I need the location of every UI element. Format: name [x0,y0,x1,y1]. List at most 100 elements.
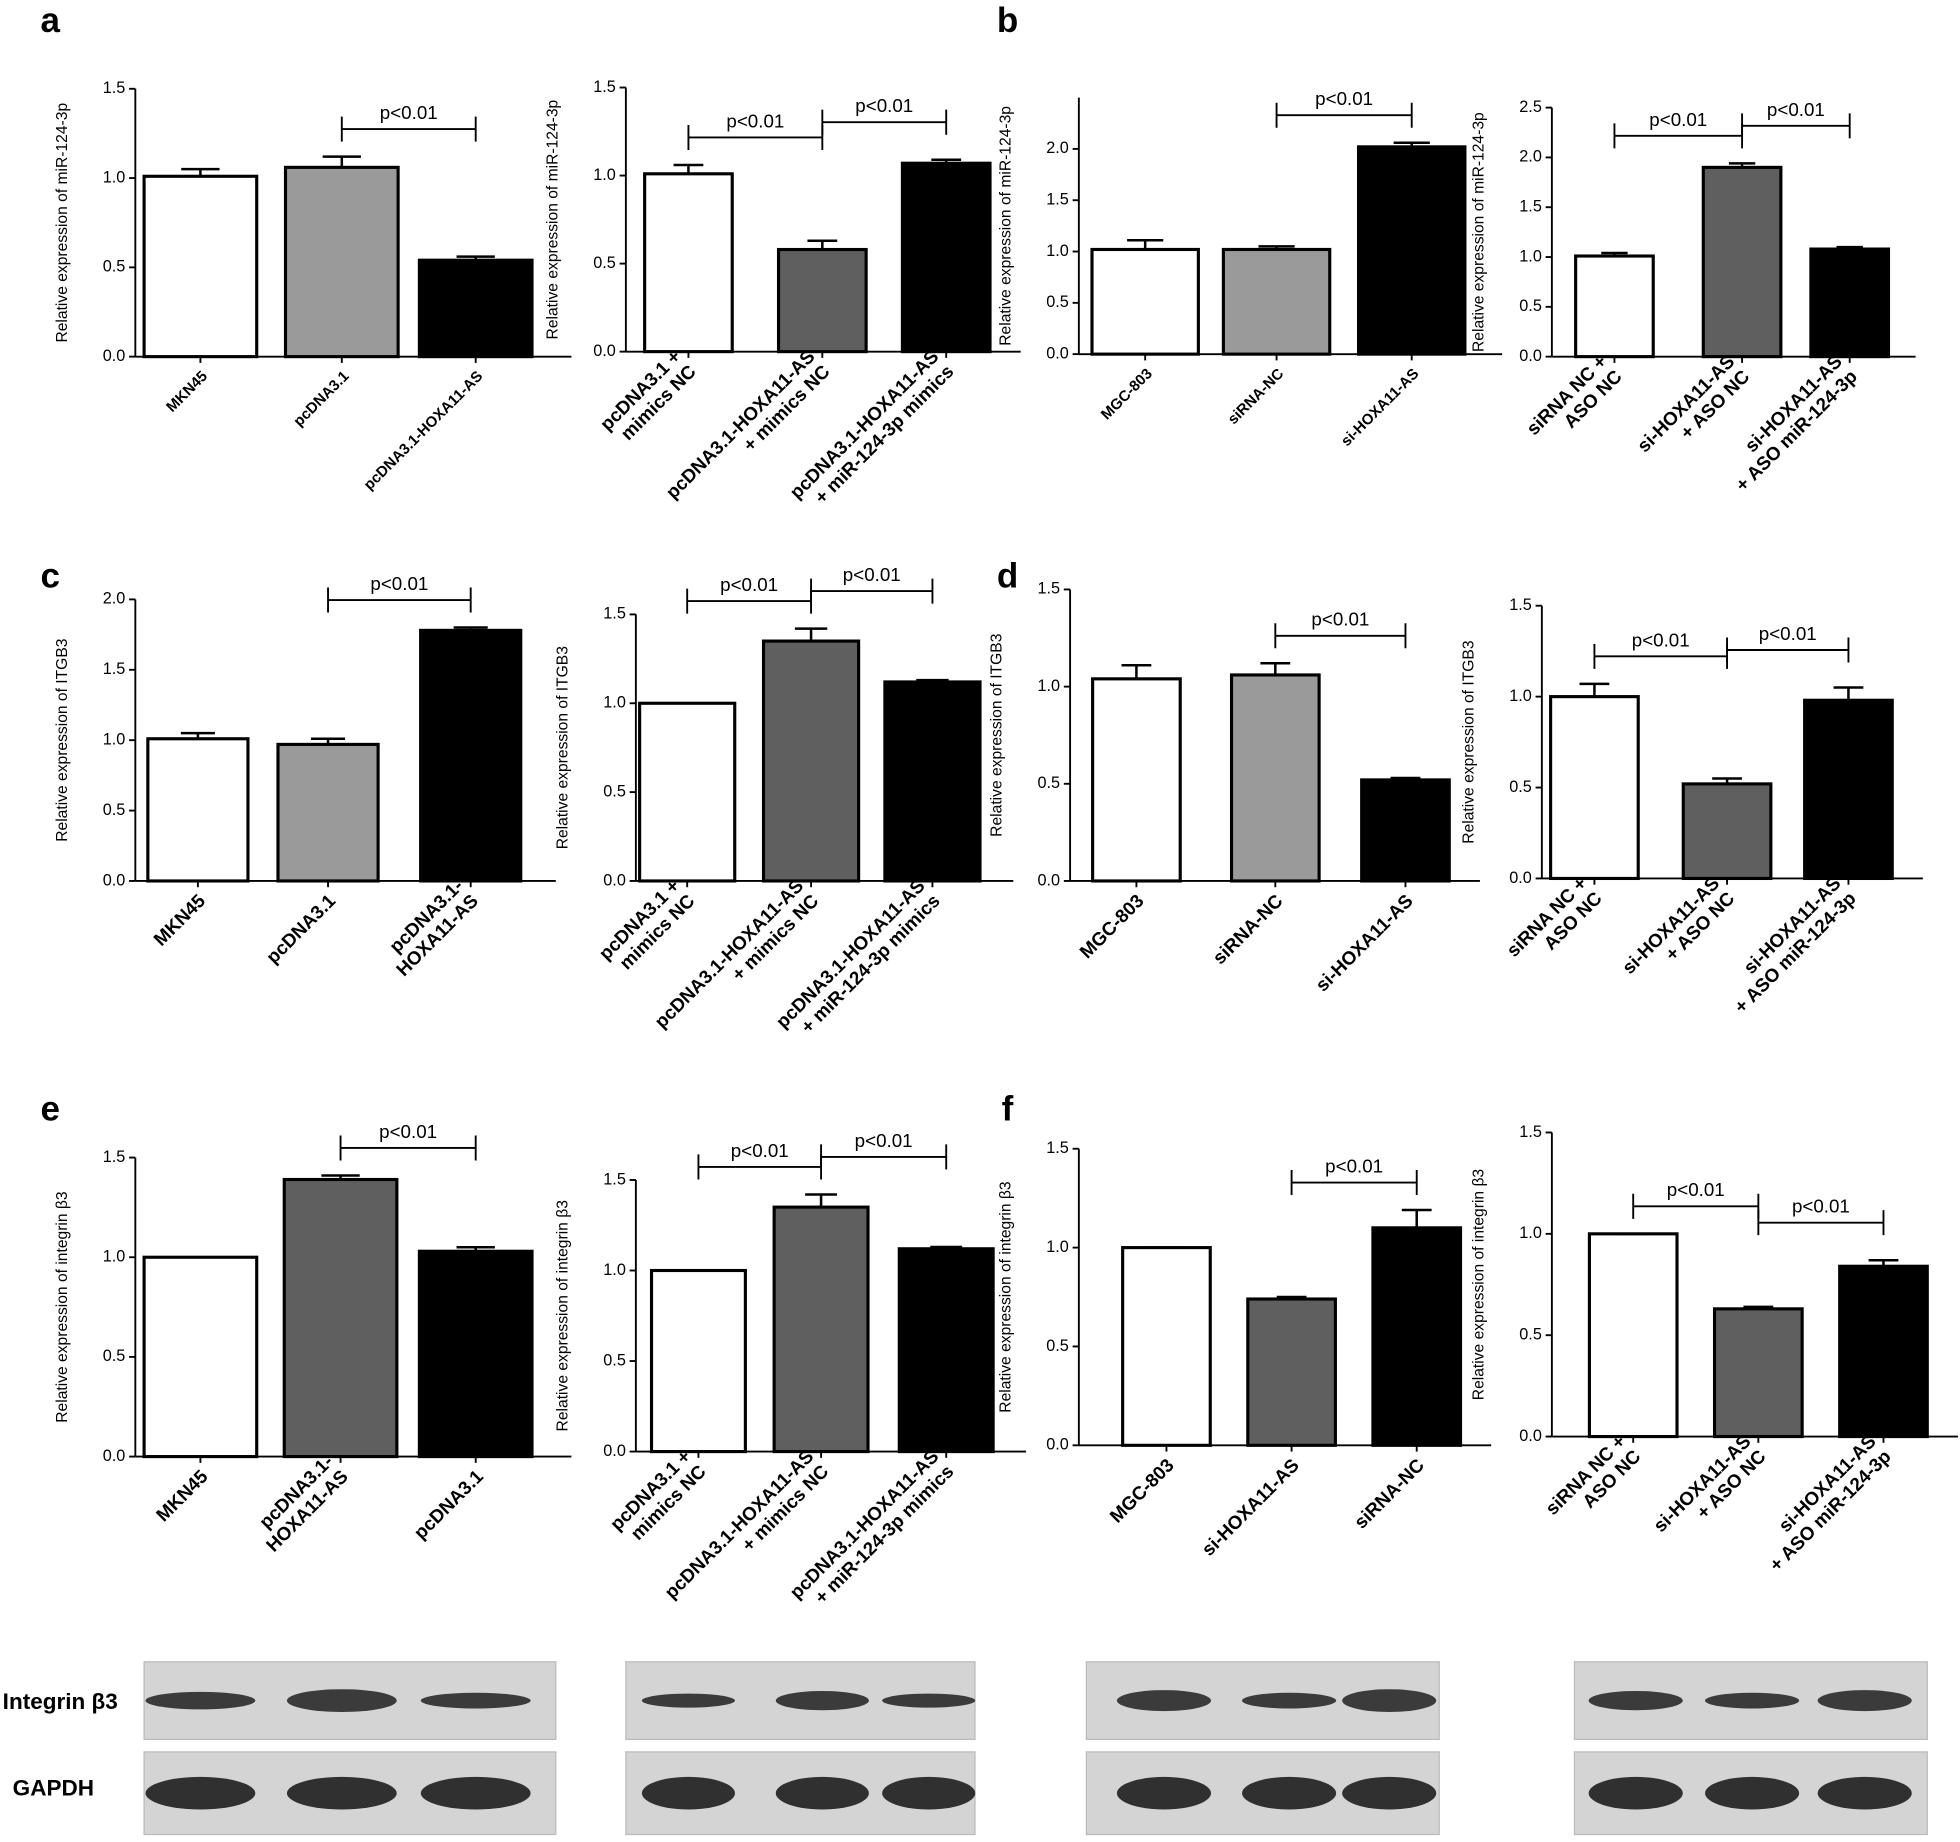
blot-band [286,1689,397,1712]
y-tick-label: 1.5 [1519,198,1542,216]
significance-label: p<0.01 [380,102,438,123]
x-tick-label: siRNA-NC [1350,1454,1429,1533]
significance-bracket [1741,113,1851,139]
x-tick-label-line: + miR-124-3p mimics [810,361,957,508]
bar-chart: 0.0 0.5 1.0 1.5 2.0 2.5 Relative expression of… [1470,98,1916,495]
x-tick-label-line: MKN45 [163,368,211,416]
significance-bracket [1757,1210,1885,1236]
bar-chart: 0.0 0.5 1.0 1.5 Relative expression of integ… [54,1121,572,1556]
bar [900,161,992,354]
significance-label: p<0.01 [1792,1196,1850,1217]
error-bar [930,1245,963,1249]
x-tick-label-line: pcDNA3.1 [262,890,340,968]
significance-bracket [1726,637,1850,663]
error-bar [1601,251,1628,257]
y-tick-label: 1.5 [603,605,626,623]
blot-band [641,1693,735,1708]
y-tick-label: 1.0 [603,694,626,712]
blot-band [420,1776,531,1810]
x-tick-label: pcDNA3.1-HOXA11-AS [255,1451,352,1556]
blot-band [1342,1776,1437,1810]
y-tick-label: 1.5 [103,79,126,97]
blot-band [775,1776,869,1810]
significance-label: p<0.01 [1325,1155,1383,1176]
bar-chart: 0.0 0.5 1.0 1.5 Relative expression of ITGB3… [1460,596,1923,1017]
y-tick-label: 1.0 [103,1248,126,1266]
y-tick-label: 0.5 [603,782,626,800]
blot-band [1242,1776,1337,1810]
y-tick-label: 0.0 [1509,869,1532,887]
y-tick-label: 1.0 [603,1261,626,1279]
blot-band [1588,1690,1683,1711]
error-bar [1743,1305,1774,1309]
significance-label: p<0.01 [379,1121,437,1142]
error-bar [321,1174,360,1180]
x-tick-label: MGC-803 [1075,890,1147,962]
y-axis-title: Relative expression of miR-124-3p [997,106,1014,346]
bar [1356,145,1467,356]
y-tick-label: 0.5 [603,1351,626,1369]
x-tick-label-line: siRNA-NC [1350,1454,1429,1533]
bar [142,174,259,359]
error-bar [1401,1208,1432,1228]
x-tick-label-line: MKN45 [149,890,209,950]
y-tick-label: 1.5 [1037,580,1060,598]
bar-chart: 0.0 0.5 1.0 1.5 Relative expression of integ… [997,1139,1492,1560]
y-tick-label: 0.0 [603,1442,626,1460]
blot-band [775,1690,869,1711]
error-bar [805,1193,838,1208]
bar-chart: 0.0 0.5 1.0 1.5 2.0 Relative expression of IT… [54,573,556,980]
bar [776,247,868,354]
y-tick-label: 1.0 [1037,677,1060,695]
bar [897,1247,995,1454]
y-tick-label: 1.0 [1046,1238,1069,1256]
y-axis-title: Relative expression of miR-124-3p [544,99,561,339]
y-axis-title: Relative expression of integrin β3 [997,1181,1014,1412]
panel-letter: a [40,1,60,40]
blot-band [1817,1776,1912,1810]
significance-bracket [1274,623,1407,649]
error-bar [1833,686,1864,701]
significance-label: p<0.01 [1759,623,1817,644]
y-tick-label: 1.5 [1046,191,1069,209]
bar [1712,1307,1804,1439]
error-bar [453,626,488,631]
y-tick-label: 2.0 [103,590,126,608]
x-tick-label-line: MGC-803 [1075,890,1147,962]
significance-bracket [340,116,477,142]
bar [1574,254,1655,359]
y-tick-label: 0.5 [103,1347,126,1365]
bar [883,680,982,883]
significance-bracket [327,587,472,613]
y-tick-label: 1.5 [1509,596,1532,614]
bar [282,1177,399,1459]
y-tick-label: 1.5 [1046,1139,1069,1157]
x-tick-label: siRNA-NC [1208,890,1287,969]
error-bar [794,627,828,642]
bar-chart: 0.0 0.5 1.0 1.5 Relative expression of integ… [1470,1123,1958,1576]
x-tick-label: si-HOXA11-AS+ ASO miR-124-3p [1765,1431,1895,1576]
error-bar [1728,162,1756,168]
blot-band [1705,1776,1800,1810]
panel-letter: c [40,556,59,595]
x-tick-label: siRNA NC +ASO NC [1541,1430,1645,1518]
bar [1121,1246,1212,1447]
bar [1838,1264,1929,1439]
blot-band [882,1693,976,1708]
x-tick-label: MKN45 [152,1466,212,1526]
y-axis-title: Relative expression of miR-124-3p [1470,112,1487,352]
bar [1701,165,1783,359]
bar [1371,1226,1463,1447]
y-tick-label: 0.0 [1037,871,1060,889]
bar [772,1205,870,1454]
y-tick-label: 1.5 [593,78,616,96]
bar-chart: 0.0 0.5 1.0 1.5 Relative expression of integ… [554,1130,1026,1608]
significance-label: p<0.01 [1667,1179,1725,1200]
y-tick-label: 0.5 [1519,1325,1542,1343]
error-bar [1579,682,1610,697]
y-axis-title: Relative expression of ITGB3 [1460,640,1477,843]
significance-label: p<0.01 [370,573,428,594]
x-tick-label: MKN45 [163,368,211,416]
y-tick-label: 2.0 [1519,148,1542,166]
